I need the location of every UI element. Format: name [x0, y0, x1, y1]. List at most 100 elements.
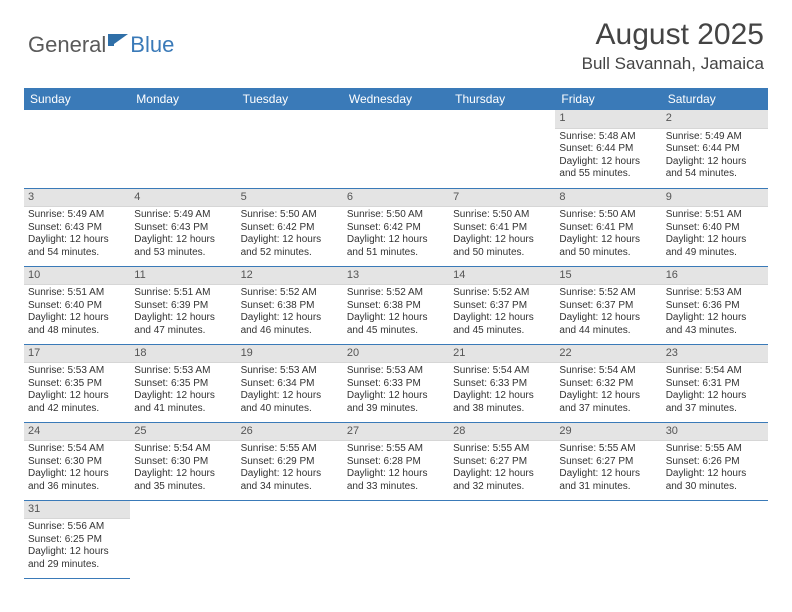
calendar-cell: 20Sunrise: 5:53 AMSunset: 6:33 PMDayligh…: [343, 344, 449, 422]
day-content: Sunrise: 5:51 AMSunset: 6:40 PMDaylight:…: [662, 207, 768, 261]
sunset-text: Sunset: 6:43 PM: [134, 222, 232, 235]
sunrise-text: Sunrise: 5:49 AM: [134, 209, 232, 222]
day-content: Sunrise: 5:53 AMSunset: 6:36 PMDaylight:…: [662, 285, 768, 339]
daylight-text: Daylight: 12 hours and 30 minutes.: [666, 468, 764, 493]
day-number: 16: [662, 267, 768, 286]
day-number: 6: [343, 189, 449, 208]
calendar-cell: [130, 500, 236, 578]
logo: General Blue: [28, 28, 174, 62]
calendar-cell: 28Sunrise: 5:55 AMSunset: 6:27 PMDayligh…: [449, 422, 555, 500]
sunset-text: Sunset: 6:34 PM: [241, 378, 339, 391]
calendar-cell: 2Sunrise: 5:49 AMSunset: 6:44 PMDaylight…: [662, 110, 768, 188]
day-number: 14: [449, 267, 555, 286]
day-content: Sunrise: 5:53 AMSunset: 6:33 PMDaylight:…: [343, 363, 449, 417]
calendar-cell: 10Sunrise: 5:51 AMSunset: 6:40 PMDayligh…: [24, 266, 130, 344]
daylight-text: Daylight: 12 hours and 41 minutes.: [134, 390, 232, 415]
calendar-cell: 19Sunrise: 5:53 AMSunset: 6:34 PMDayligh…: [237, 344, 343, 422]
page-title: August 2025: [582, 18, 764, 52]
calendar-cell: 11Sunrise: 5:51 AMSunset: 6:39 PMDayligh…: [130, 266, 236, 344]
logo-text-general: General: [28, 32, 106, 58]
weekday-header: Monday: [130, 88, 236, 110]
daylight-text: Daylight: 12 hours and 40 minutes.: [241, 390, 339, 415]
daylight-text: Daylight: 12 hours and 34 minutes.: [241, 468, 339, 493]
sunset-text: Sunset: 6:27 PM: [453, 456, 551, 469]
day-number: 31: [24, 501, 130, 520]
day-number: 24: [24, 423, 130, 442]
sunrise-text: Sunrise: 5:55 AM: [559, 443, 657, 456]
day-number: 17: [24, 345, 130, 364]
sunset-text: Sunset: 6:38 PM: [347, 300, 445, 313]
daylight-text: Daylight: 12 hours and 37 minutes.: [666, 390, 764, 415]
weekday-header: Friday: [555, 88, 661, 110]
sunrise-text: Sunrise: 5:55 AM: [347, 443, 445, 456]
daylight-text: Daylight: 12 hours and 45 minutes.: [453, 312, 551, 337]
day-content: Sunrise: 5:55 AMSunset: 6:28 PMDaylight:…: [343, 441, 449, 495]
day-content: Sunrise: 5:54 AMSunset: 6:30 PMDaylight:…: [130, 441, 236, 495]
calendar-cell: 31Sunrise: 5:56 AMSunset: 6:25 PMDayligh…: [24, 500, 130, 578]
sunrise-text: Sunrise: 5:52 AM: [241, 287, 339, 300]
daylight-text: Daylight: 12 hours and 31 minutes.: [559, 468, 657, 493]
sunrise-text: Sunrise: 5:51 AM: [134, 287, 232, 300]
calendar-cell: 8Sunrise: 5:50 AMSunset: 6:41 PMDaylight…: [555, 188, 661, 266]
day-content: Sunrise: 5:48 AMSunset: 6:44 PMDaylight:…: [555, 129, 661, 183]
sunset-text: Sunset: 6:38 PM: [241, 300, 339, 313]
day-number: 7: [449, 189, 555, 208]
sunrise-text: Sunrise: 5:51 AM: [666, 209, 764, 222]
sunrise-text: Sunrise: 5:55 AM: [666, 443, 764, 456]
calendar-cell: 13Sunrise: 5:52 AMSunset: 6:38 PMDayligh…: [343, 266, 449, 344]
title-block: August 2025 Bull Savannah, Jamaica: [582, 18, 764, 74]
sunrise-text: Sunrise: 5:54 AM: [453, 365, 551, 378]
calendar-cell: 15Sunrise: 5:52 AMSunset: 6:37 PMDayligh…: [555, 266, 661, 344]
sunrise-text: Sunrise: 5:50 AM: [241, 209, 339, 222]
calendar-cell: 5Sunrise: 5:50 AMSunset: 6:42 PMDaylight…: [237, 188, 343, 266]
sunrise-text: Sunrise: 5:53 AM: [241, 365, 339, 378]
day-number: 29: [555, 423, 661, 442]
day-number: 30: [662, 423, 768, 442]
calendar-cell: 29Sunrise: 5:55 AMSunset: 6:27 PMDayligh…: [555, 422, 661, 500]
sunrise-text: Sunrise: 5:52 AM: [559, 287, 657, 300]
calendar-cell: 23Sunrise: 5:54 AMSunset: 6:31 PMDayligh…: [662, 344, 768, 422]
sunset-text: Sunset: 6:37 PM: [559, 300, 657, 313]
logo-text-blue: Blue: [130, 32, 174, 58]
calendar-week: 17Sunrise: 5:53 AMSunset: 6:35 PMDayligh…: [24, 344, 768, 422]
weekday-header: Tuesday: [237, 88, 343, 110]
sunrise-text: Sunrise: 5:54 AM: [666, 365, 764, 378]
sunset-text: Sunset: 6:44 PM: [666, 143, 764, 156]
calendar-cell: 6Sunrise: 5:50 AMSunset: 6:42 PMDaylight…: [343, 188, 449, 266]
day-number: 11: [130, 267, 236, 286]
day-content: Sunrise: 5:54 AMSunset: 6:32 PMDaylight:…: [555, 363, 661, 417]
calendar-cell: [662, 500, 768, 578]
day-number: 28: [449, 423, 555, 442]
day-number: 1: [555, 110, 661, 129]
sunrise-text: Sunrise: 5:49 AM: [666, 131, 764, 144]
day-number: 9: [662, 189, 768, 208]
daylight-text: Daylight: 12 hours and 54 minutes.: [28, 234, 126, 259]
daylight-text: Daylight: 12 hours and 36 minutes.: [28, 468, 126, 493]
sunset-text: Sunset: 6:41 PM: [453, 222, 551, 235]
day-number: 23: [662, 345, 768, 364]
day-content: Sunrise: 5:51 AMSunset: 6:40 PMDaylight:…: [24, 285, 130, 339]
weekday-header: Sunday: [24, 88, 130, 110]
sunset-text: Sunset: 6:25 PM: [28, 534, 126, 547]
day-content: Sunrise: 5:53 AMSunset: 6:34 PMDaylight:…: [237, 363, 343, 417]
day-content: Sunrise: 5:52 AMSunset: 6:37 PMDaylight:…: [555, 285, 661, 339]
sunrise-text: Sunrise: 5:55 AM: [241, 443, 339, 456]
day-number: 22: [555, 345, 661, 364]
daylight-text: Daylight: 12 hours and 42 minutes.: [28, 390, 126, 415]
daylight-text: Daylight: 12 hours and 43 minutes.: [666, 312, 764, 337]
calendar-cell: [130, 110, 236, 188]
calendar-cell: 3Sunrise: 5:49 AMSunset: 6:43 PMDaylight…: [24, 188, 130, 266]
sunset-text: Sunset: 6:28 PM: [347, 456, 445, 469]
day-number: 18: [130, 345, 236, 364]
sunrise-text: Sunrise: 5:50 AM: [453, 209, 551, 222]
sunset-text: Sunset: 6:32 PM: [559, 378, 657, 391]
sunset-text: Sunset: 6:31 PM: [666, 378, 764, 391]
calendar-cell: [555, 500, 661, 578]
calendar-cell: 30Sunrise: 5:55 AMSunset: 6:26 PMDayligh…: [662, 422, 768, 500]
day-content: Sunrise: 5:50 AMSunset: 6:42 PMDaylight:…: [343, 207, 449, 261]
day-content: Sunrise: 5:53 AMSunset: 6:35 PMDaylight:…: [24, 363, 130, 417]
day-content: Sunrise: 5:50 AMSunset: 6:41 PMDaylight:…: [449, 207, 555, 261]
day-content: Sunrise: 5:55 AMSunset: 6:27 PMDaylight:…: [449, 441, 555, 495]
calendar-cell: 26Sunrise: 5:55 AMSunset: 6:29 PMDayligh…: [237, 422, 343, 500]
sunrise-text: Sunrise: 5:51 AM: [28, 287, 126, 300]
